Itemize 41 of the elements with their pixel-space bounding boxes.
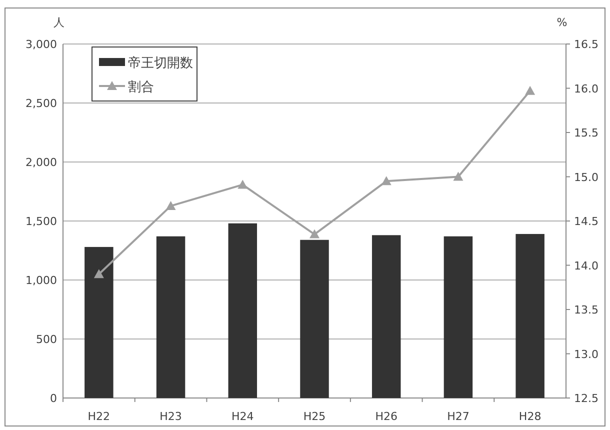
bar — [300, 240, 329, 398]
y2-tick-label: 16.5 — [574, 38, 598, 51]
x-tick-label: H25 — [303, 410, 326, 423]
y-tick-label: 1,000 — [26, 274, 57, 287]
y2-axis-title: % — [556, 16, 568, 29]
point — [453, 172, 464, 181]
x-tick-label: H22 — [88, 410, 110, 423]
x-tick-label: H24 — [232, 410, 254, 423]
legend-label: 帝王切開数 — [128, 56, 193, 71]
y2-tick-label: 14.5 — [574, 215, 598, 228]
y-tick-label: 0 — [50, 392, 57, 405]
y-tick-label: 500 — [36, 333, 57, 346]
y2-tick-label: 13.5 — [574, 304, 598, 316]
y-tick-label: 3,000 — [26, 38, 57, 51]
bar — [84, 246, 114, 398]
point — [381, 176, 392, 186]
y-tick-label: 2,500 — [26, 97, 57, 110]
point — [166, 200, 176, 210]
x-tick-label: H28 — [518, 410, 542, 423]
point — [238, 180, 248, 189]
y2-tick-label: 13.0 — [574, 348, 598, 361]
bar — [516, 234, 544, 398]
legend-label: 割合 — [128, 80, 154, 95]
y-tick-label: 1,500 — [26, 215, 57, 228]
y2-tick-label: 14.0 — [574, 259, 598, 272]
bar — [228, 223, 258, 398]
point — [310, 229, 320, 238]
x-tick-label: H23 — [160, 410, 182, 423]
y2-tick-label: 16.0 — [574, 82, 598, 96]
bar — [372, 235, 401, 398]
x-tick-label: H27 — [447, 410, 470, 423]
y2-tick-label: 15.0 — [574, 170, 598, 184]
y2-tick-label: 12.5 — [574, 392, 598, 405]
y-tick-label: 2,000 — [26, 156, 57, 169]
bar — [156, 236, 186, 398]
x-tick-label: H26 — [375, 410, 398, 423]
bar — [444, 236, 473, 398]
point — [94, 269, 104, 278]
point — [525, 86, 536, 95]
y-axis-title: 人 — [54, 16, 64, 29]
y2-tick-label: 15.5 — [574, 126, 598, 140]
